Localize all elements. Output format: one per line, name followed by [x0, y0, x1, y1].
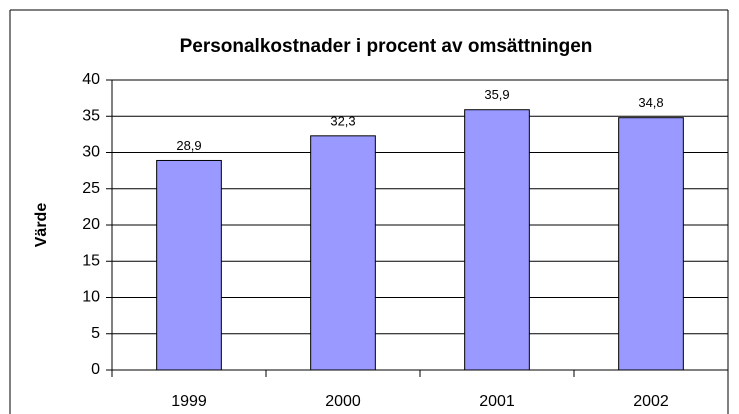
- value-label: 35,9: [484, 87, 509, 102]
- y-tick-label: 25: [82, 180, 100, 197]
- value-label: 32,3: [330, 113, 355, 128]
- x-tick-label: 2001: [479, 393, 515, 410]
- bar: [310, 135, 376, 371]
- y-tick-label: 35: [82, 107, 100, 124]
- chart-title: Personalkostnader i procent av omsättnin…: [180, 36, 593, 57]
- bar: [156, 159, 222, 371]
- x-tick-label: 1999: [171, 393, 207, 410]
- y-tick-label: 15: [82, 252, 100, 269]
- x-tick-label: 2000: [325, 393, 361, 410]
- y-tick-label: 10: [82, 289, 100, 306]
- y-tick-label: 0: [91, 361, 100, 378]
- value-label: 34,8: [638, 95, 663, 110]
- x-tick-label: 2002: [633, 393, 669, 410]
- value-label: 28,9: [176, 138, 201, 153]
- y-tick-label: 20: [82, 216, 100, 233]
- y-tick-label: 30: [82, 144, 100, 161]
- y-tick-label: 40: [82, 71, 100, 88]
- bar: [618, 117, 684, 371]
- y-axis-label: Värde: [33, 203, 50, 248]
- y-tick-label: 5: [91, 325, 100, 342]
- bar: [464, 109, 530, 371]
